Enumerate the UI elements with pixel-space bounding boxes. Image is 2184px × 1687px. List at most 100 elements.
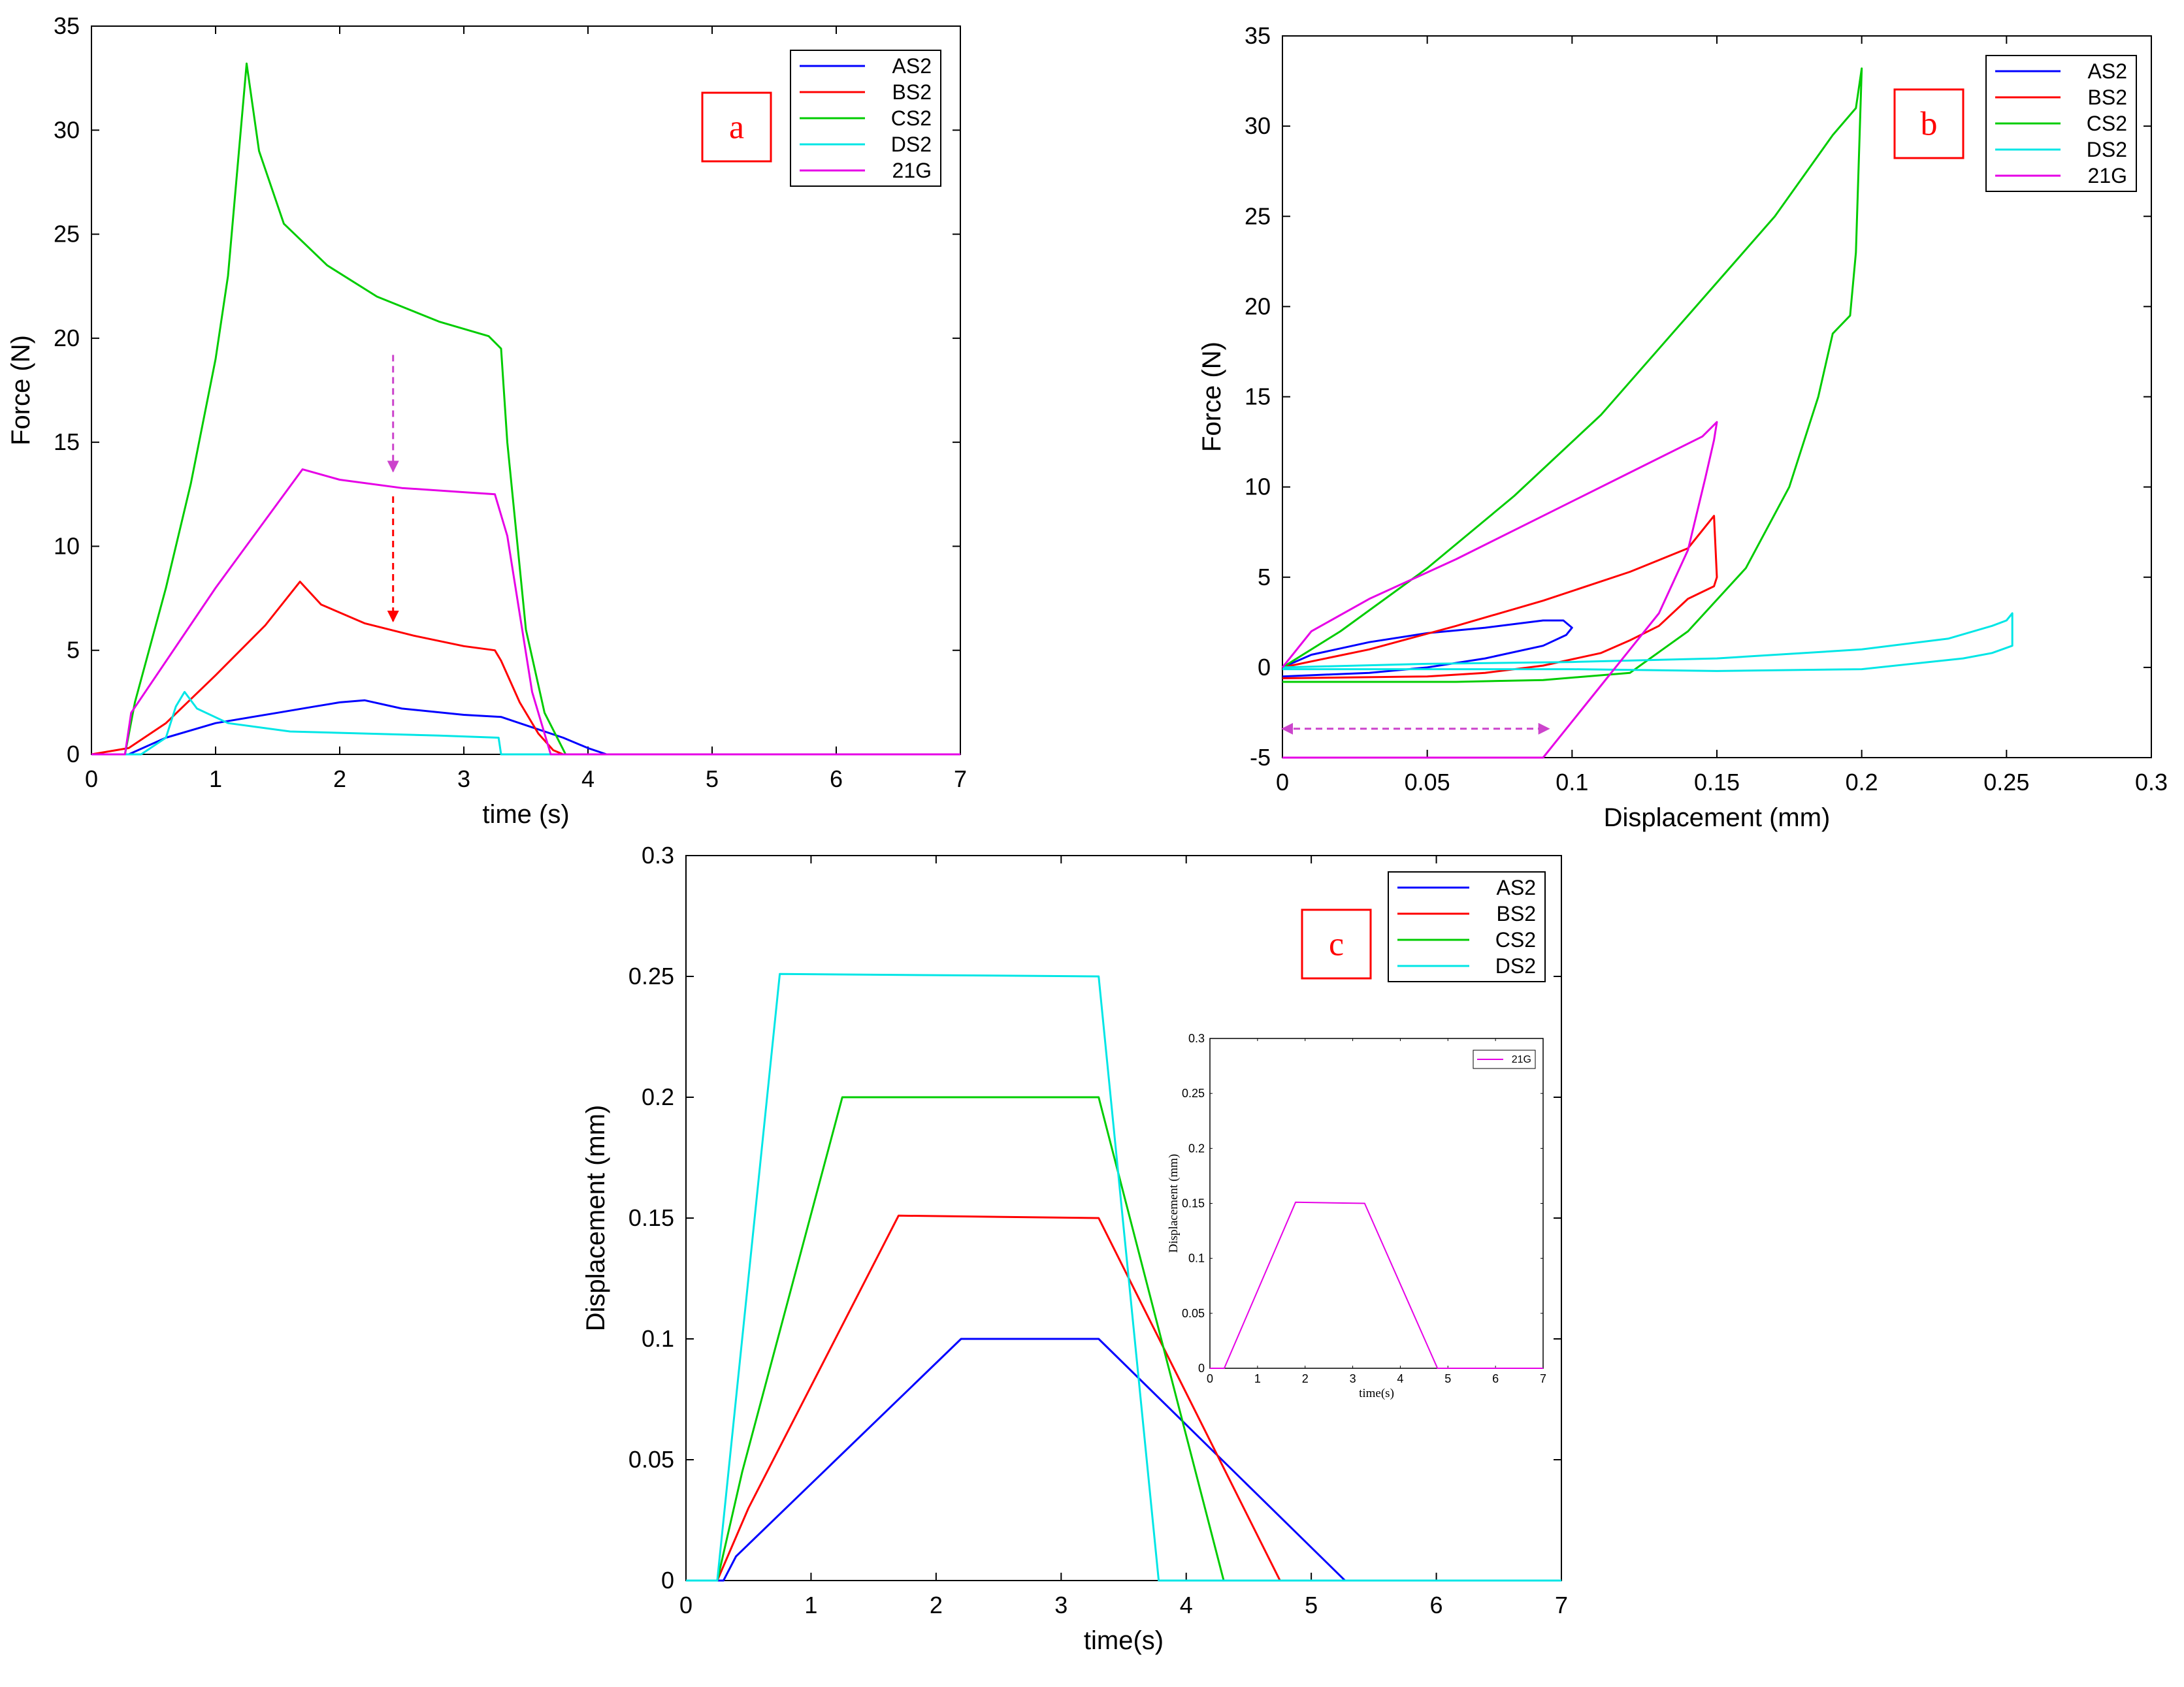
panel-label: a bbox=[729, 109, 744, 146]
legend-label-CS2: CS2 bbox=[1495, 928, 1536, 952]
x-tick-label: 0.1 bbox=[1556, 769, 1588, 795]
y-tick-label: 35 bbox=[1245, 22, 1271, 49]
legend-label-CS2: CS2 bbox=[2087, 112, 2127, 135]
x-tick-label: 0 bbox=[1276, 769, 1289, 795]
y-tick-label: 0.05 bbox=[628, 1446, 674, 1473]
x-tick-label: 5 bbox=[1444, 1372, 1451, 1385]
legend-label-BS2: BS2 bbox=[892, 80, 932, 104]
series-line-BS2 bbox=[91, 581, 960, 756]
x-tick-label: 1 bbox=[804, 1592, 817, 1618]
panel-label-box bbox=[701, 91, 772, 163]
y-tick-label: -5 bbox=[1250, 744, 1271, 771]
y-tick-label: 20 bbox=[54, 325, 80, 351]
legend-label-AS2: AS2 bbox=[1497, 876, 1536, 899]
series-line-21G bbox=[91, 468, 960, 756]
y-tick-label: 0.3 bbox=[1188, 1032, 1205, 1045]
y-tick-label: 35 bbox=[54, 12, 80, 39]
x-tick-label: 2 bbox=[930, 1592, 943, 1618]
y-tick-label: 0.15 bbox=[628, 1204, 674, 1231]
x-tick-label: 5 bbox=[706, 765, 719, 792]
x-axis-label: time (s) bbox=[482, 800, 569, 829]
y-tick-label: 15 bbox=[1245, 383, 1271, 410]
series-line-CS2 bbox=[1282, 67, 1863, 683]
x-tick-label: 3 bbox=[457, 765, 470, 792]
x-tick-label: 3 bbox=[1054, 1592, 1068, 1618]
x-tick-label: 6 bbox=[1492, 1372, 1499, 1385]
y-axis-label: Force (N) bbox=[7, 335, 35, 445]
series-line-DS2 bbox=[91, 690, 960, 756]
panel-label-box bbox=[1893, 88, 1964, 159]
y-tick-label: 10 bbox=[54, 532, 80, 559]
y-tick-label: 0 bbox=[661, 1567, 674, 1594]
y-tick-label: 0.25 bbox=[1182, 1087, 1205, 1100]
x-tick-label: 0.3 bbox=[2135, 769, 2168, 795]
y-tick-label: 0.15 bbox=[1182, 1197, 1205, 1210]
series-line-CS2 bbox=[91, 62, 960, 756]
legend-label-DS2: DS2 bbox=[1495, 954, 1536, 978]
x-tick-label: 7 bbox=[1540, 1372, 1546, 1385]
x-tick-label: 0 bbox=[1207, 1372, 1213, 1385]
y-axis-label: Force (N) bbox=[1198, 342, 1226, 452]
series-line-DS2 bbox=[1282, 612, 2013, 672]
chart-undefined-inset: 0 1 2 3 4 5 6 7 0 0.05 0.1 0.15 0.2 0.25 0.3 time(s) Dis… bbox=[1167, 1032, 1546, 1400]
y-axis-label: Displacement (mm) bbox=[581, 1105, 610, 1332]
x-tick-label: 6 bbox=[830, 765, 843, 792]
chart-a: 0 1 2 3 4 5 6 7 0 5 10 15 20 25 30 35 time (s) Force (N) A… bbox=[7, 12, 967, 829]
x-tick-label: 1 bbox=[1254, 1372, 1261, 1385]
y-tick-label: 0.05 bbox=[1182, 1307, 1205, 1320]
y-tick-label: 5 bbox=[1258, 564, 1271, 590]
panel-label: c bbox=[1329, 926, 1344, 963]
legend-label-21G: 21G bbox=[1512, 1054, 1531, 1065]
legend-label-AS2: AS2 bbox=[2088, 59, 2127, 83]
x-axis-label: Displacement (mm) bbox=[1604, 803, 1831, 832]
x-tick-label: 7 bbox=[954, 765, 967, 792]
x-axis-label: time(s) bbox=[1084, 1626, 1164, 1655]
panel-label: b bbox=[1921, 106, 1938, 143]
x-tick-label: 1 bbox=[209, 765, 222, 792]
panel-label-box bbox=[1301, 908, 1372, 980]
x-tick-label: 0.2 bbox=[1846, 769, 1878, 795]
series-line-21G bbox=[1210, 1201, 1543, 1369]
series-line-21G bbox=[1281, 421, 1718, 759]
x-tick-label: 5 bbox=[1305, 1592, 1318, 1618]
legend-label-21G: 21G bbox=[2088, 164, 2127, 187]
y-tick-label: 20 bbox=[1245, 293, 1271, 319]
legend-label-DS2: DS2 bbox=[891, 133, 932, 156]
x-tick-label: 4 bbox=[581, 765, 595, 792]
legend-label-CS2: CS2 bbox=[891, 106, 932, 130]
x-axis-label: time(s) bbox=[1359, 1387, 1394, 1400]
series-line-DS2 bbox=[686, 972, 1561, 1582]
y-tick-label: 30 bbox=[1245, 112, 1271, 139]
y-tick-label: 0 bbox=[1258, 654, 1271, 681]
y-tick-label: 25 bbox=[1245, 202, 1271, 229]
series-line-AS2 bbox=[1282, 619, 1573, 678]
legend-label-BS2: BS2 bbox=[1497, 902, 1536, 925]
y-tick-label: 5 bbox=[67, 637, 80, 664]
chart-b: 0 0.05 0.1 0.15 0.2 0.25 0.3-505101520253035Di… bbox=[1198, 22, 2168, 832]
x-tick-label: 2 bbox=[1302, 1372, 1309, 1385]
y-tick-label: 25 bbox=[54, 221, 80, 248]
y-tick-label: 0.2 bbox=[642, 1084, 674, 1110]
series-line-BS2 bbox=[1282, 515, 1718, 679]
plot-area bbox=[1209, 1038, 1544, 1369]
legend-label-AS2: AS2 bbox=[892, 54, 932, 78]
x-tick-label: 0 bbox=[679, 1592, 693, 1618]
x-tick-label: 0.25 bbox=[1983, 769, 2029, 795]
x-tick-label: 4 bbox=[1397, 1372, 1403, 1385]
x-tick-label: 6 bbox=[1430, 1592, 1443, 1618]
x-tick-label: 4 bbox=[1180, 1592, 1193, 1618]
legend-label-21G: 21G bbox=[892, 159, 932, 182]
x-tick-label: 3 bbox=[1350, 1372, 1356, 1385]
series-line-AS2 bbox=[91, 699, 960, 756]
x-tick-label: 0 bbox=[85, 765, 98, 792]
y-tick-label: 0.25 bbox=[628, 963, 674, 989]
y-tick-label: 0 bbox=[67, 741, 80, 767]
legend-label-DS2: DS2 bbox=[2087, 138, 2127, 161]
y-tick-label: 0.3 bbox=[642, 842, 674, 869]
y-axis-label: Displacement (mm) bbox=[1167, 1154, 1181, 1253]
y-tick-label: 15 bbox=[54, 428, 80, 455]
x-tick-label: 2 bbox=[333, 765, 346, 792]
y-tick-label: 10 bbox=[1245, 474, 1271, 500]
y-tick-label: 30 bbox=[54, 116, 80, 143]
